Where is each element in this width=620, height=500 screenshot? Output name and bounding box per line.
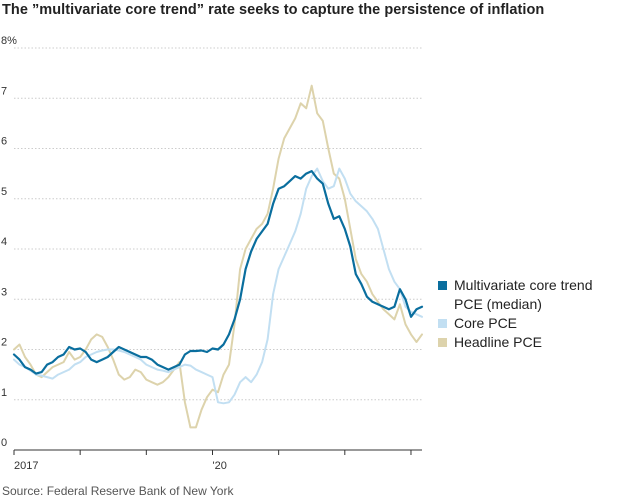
y-tick-label: 4: [1, 236, 7, 248]
grid-lines: [14, 47, 422, 401]
legend-item-multivariate: Multivariate core trend PCE (median): [438, 276, 619, 314]
y-tick-label: 2: [1, 337, 7, 349]
y-tick-label: 0: [1, 437, 7, 449]
y-tick-label: 8%: [1, 35, 17, 47]
y-tick-label: 6: [1, 136, 7, 148]
source-note: Source: Federal Reserve Bank of New York: [2, 484, 234, 498]
chart-legend: Multivariate core trend PCE (median) Cor…: [438, 276, 619, 352]
legend-label-headline-pce: Headline PCE: [454, 334, 542, 350]
y-tick-label: 5: [1, 186, 7, 198]
x-tick-label: 2017: [14, 460, 38, 472]
y-tick-label: 3: [1, 286, 7, 298]
chart-title: The ”multivariate core trend” rate seeks…: [2, 2, 545, 18]
legend-swatch-multivariate: [438, 281, 447, 290]
y-tick-label: 7: [1, 85, 7, 97]
line-chart: 8% 7 6 5 4 3 2 1 0 2017 '20: [1, 35, 424, 472]
legend-swatch-headline-pce: [438, 338, 447, 347]
y-tick-label: 1: [1, 387, 7, 399]
series-line-headline-pce: [13, 84, 423, 429]
legend-swatch-core-pce: [438, 319, 447, 328]
legend-item-core-pce: Core PCE: [438, 314, 619, 333]
series-line-multivariate: [12, 170, 424, 375]
legend-item-headline-pce: Headline PCE: [438, 333, 619, 352]
series-line-core-pce: [13, 167, 423, 405]
legend-label-multivariate: Multivariate core trend PCE (median): [454, 277, 593, 312]
legend-label-core-pce: Core PCE: [454, 315, 518, 331]
x-tick-label: '20: [212, 460, 226, 472]
